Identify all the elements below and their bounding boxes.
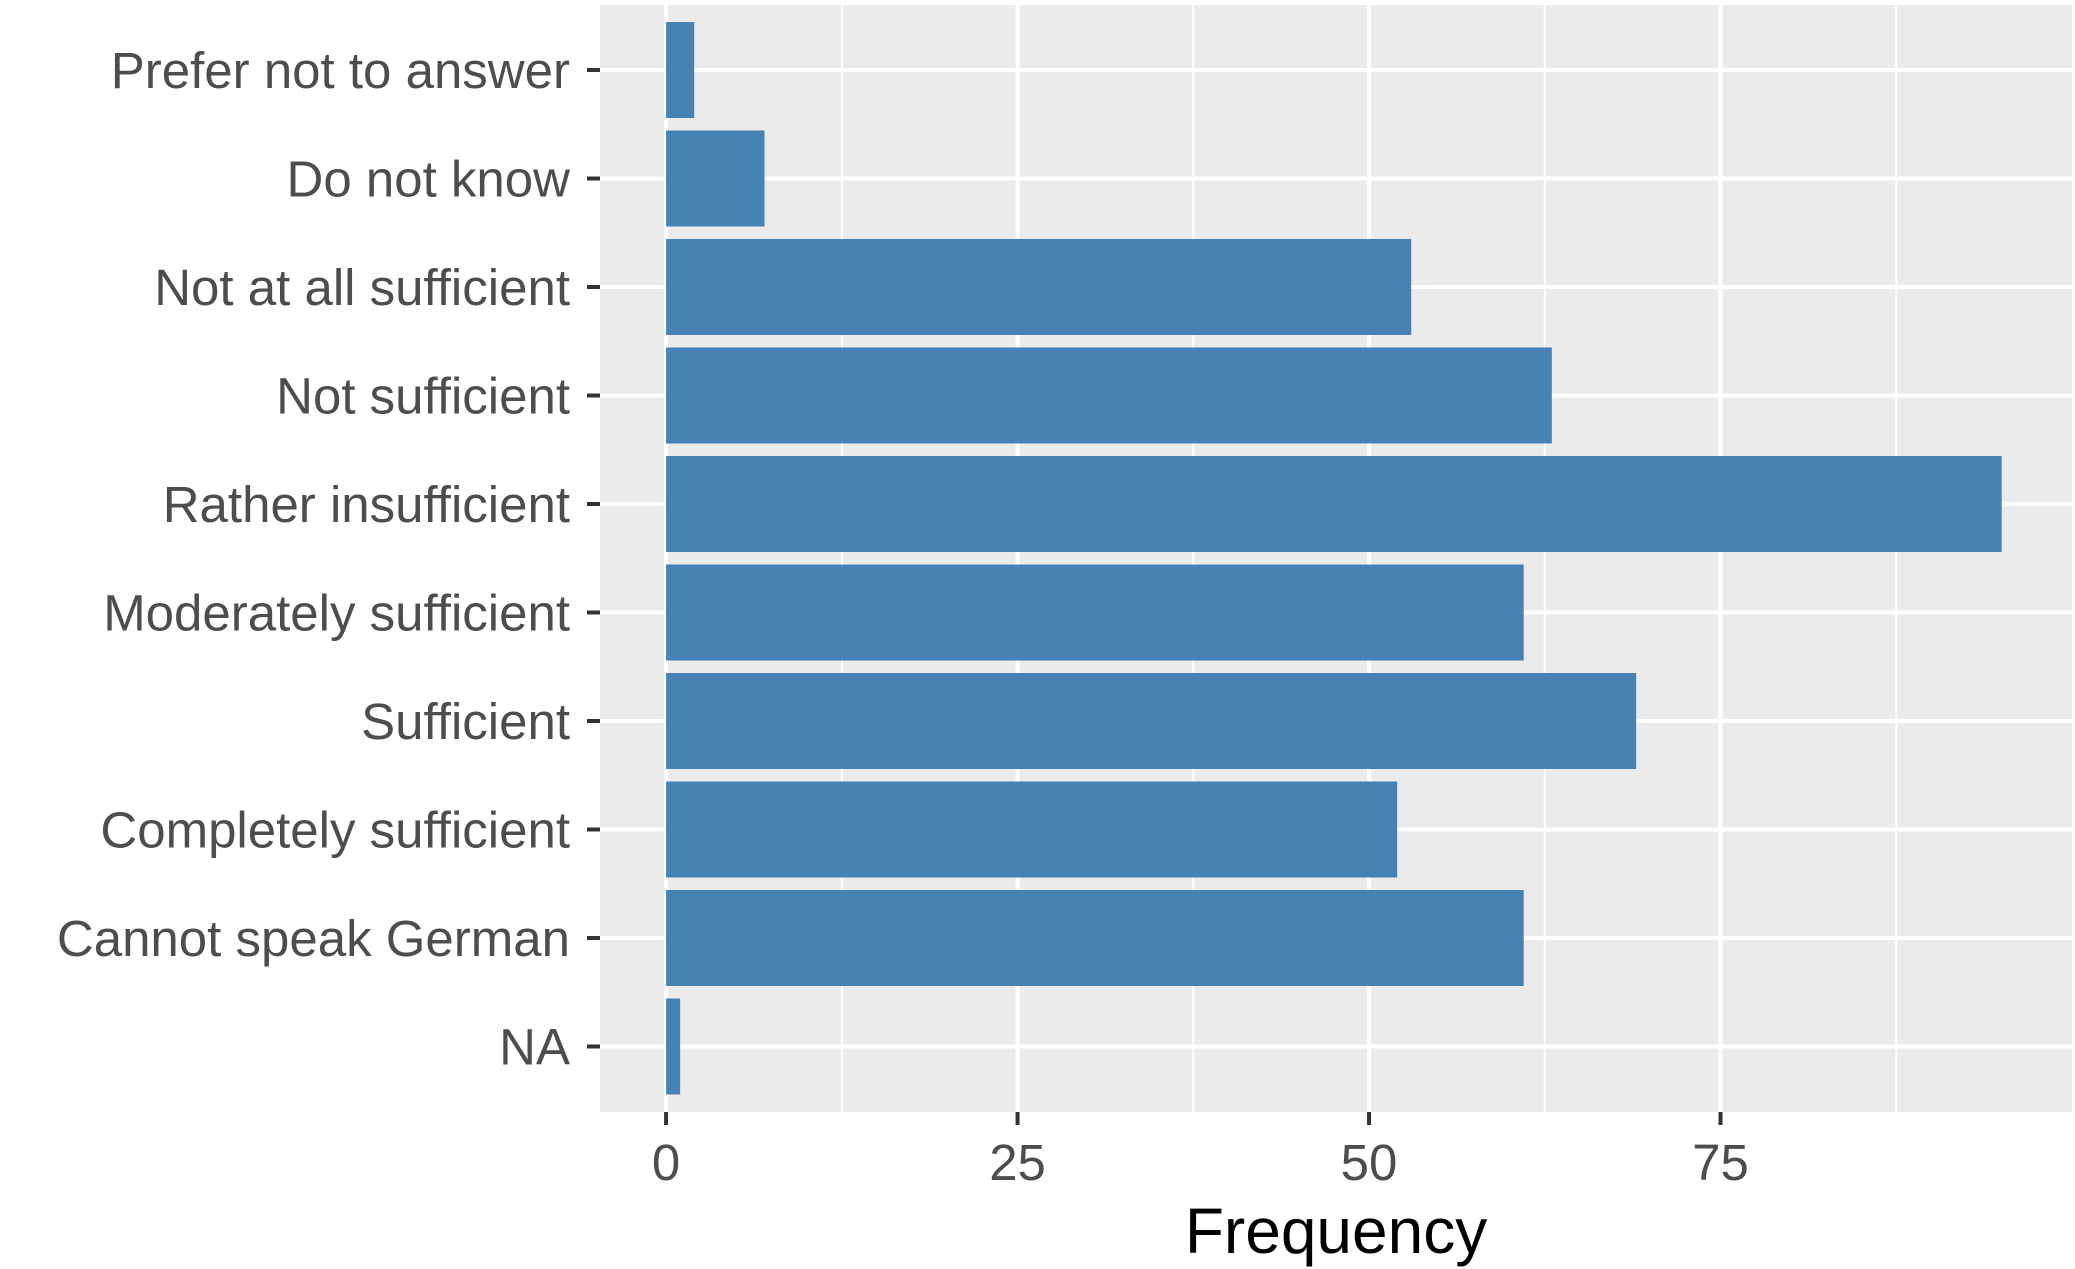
y-tick-label: Completely sufficient [100,802,570,859]
x-tick-label: 25 [989,1134,1046,1191]
y-tick-label: Rather insufficient [163,476,570,533]
x-axis: 0 25 50 75 [652,1112,1749,1191]
x-tick-label: 75 [1692,1134,1749,1191]
y-tick-label: Not at all sufficient [154,259,570,316]
y-tick-label: Do not know [287,151,571,208]
bar-cannot-speak-german [666,890,1524,986]
bar-na [666,998,681,1095]
bar-moderately-sufficient [666,564,1524,661]
bars [666,22,2002,1095]
x-tick-label: 50 [1341,1134,1398,1191]
y-tick-label: Prefer not to answer [111,42,570,99]
bar-prefer-not-to-answer [666,22,695,118]
x-axis-title: Frequency [1185,1195,1487,1267]
x-tick-label: 0 [652,1134,680,1191]
y-tick-label: Moderately sufficient [103,585,570,642]
bar-not-sufficient [666,347,1552,444]
y-tick-label: Cannot speak German [57,910,570,967]
bar-rather-insufficient [666,456,2002,552]
y-tick-label: Sufficient [361,693,570,750]
bar-sufficient [666,673,1637,769]
bar-not-at-all-sufficient [666,239,1412,335]
y-axis: Prefer not to answer Do not know Not at al… [57,42,600,1076]
bar-completely-sufficient [666,781,1398,878]
y-tick-label: Not sufficient [276,368,570,425]
bar-do-not-know [666,130,765,227]
y-tick-label: NA [499,1019,570,1076]
